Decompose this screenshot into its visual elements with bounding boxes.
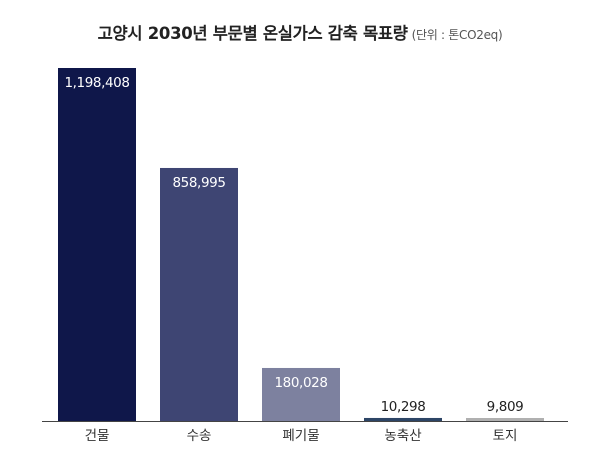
category-label-3: 농축산 bbox=[384, 428, 421, 444]
chart-unit: (단위 : 톤CO2eq) bbox=[411, 28, 503, 42]
value-label-1: 858,995 bbox=[172, 175, 225, 191]
bar-1 bbox=[160, 167, 238, 421]
value-label-2: 180,028 bbox=[274, 375, 327, 391]
chart-title: 고양시 2030년 부문별 온실가스 감축 목표량 bbox=[97, 24, 408, 43]
bar-3 bbox=[364, 417, 442, 421]
category-label-1: 수송 bbox=[187, 428, 212, 444]
bar-0 bbox=[58, 68, 136, 421]
category-label-0: 건물 bbox=[85, 428, 110, 444]
value-label-0: 1,198,408 bbox=[64, 75, 129, 91]
category-label-2: 폐기물 bbox=[282, 428, 319, 444]
bar-4 bbox=[466, 418, 544, 421]
value-label-3: 10,298 bbox=[381, 399, 426, 415]
category-label-4: 토지 bbox=[493, 428, 518, 444]
value-label-4: 9,809 bbox=[487, 399, 524, 415]
chart-header: 고양시 2030년 부문별 온실가스 감축 목표량 (단위 : 톤CO2eq) bbox=[0, 22, 600, 47]
bar-2 bbox=[262, 367, 340, 421]
